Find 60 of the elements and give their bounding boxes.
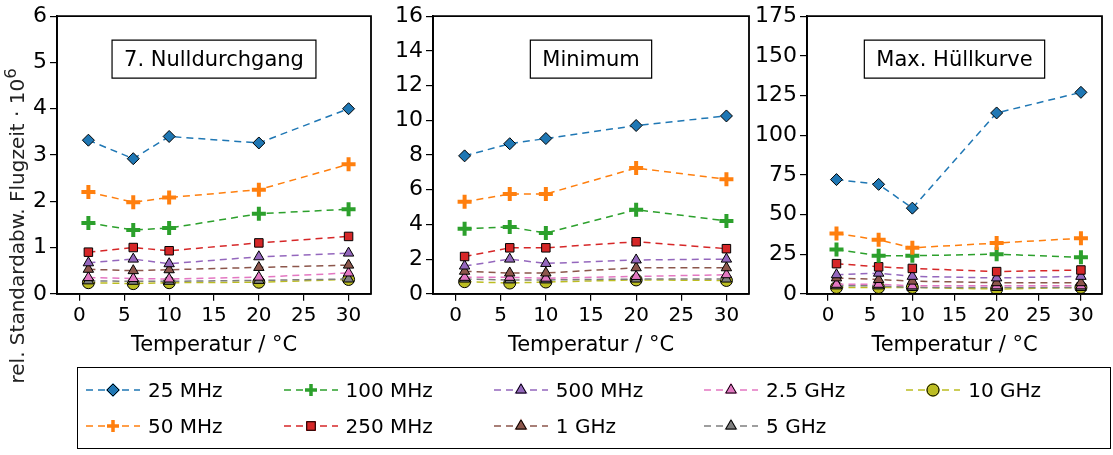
y-tick-label: 2 bbox=[33, 186, 47, 212]
x-tick-label: 30 bbox=[713, 302, 740, 326]
y-tick-label: 150 bbox=[754, 41, 797, 67]
y-tick-label: 100 bbox=[754, 120, 797, 146]
x-tick-label: 5 bbox=[863, 302, 877, 326]
y-tick-label: 12 bbox=[394, 71, 423, 97]
y-tick-label: 3 bbox=[33, 140, 47, 166]
legend-label: 5 GHz bbox=[766, 414, 827, 438]
legend-label: 1 GHz bbox=[555, 414, 616, 438]
x-tick-label: 15 bbox=[941, 302, 968, 326]
y-tick-label: 0 bbox=[782, 279, 797, 305]
x-tick-label: 25 bbox=[668, 302, 695, 326]
text: Max. Hüllkurve bbox=[876, 46, 1033, 71]
y-tick-label: 10 bbox=[394, 106, 423, 132]
x-tick-label: 25 bbox=[1026, 302, 1052, 326]
y-tick-label: 0 bbox=[33, 279, 47, 305]
legend-label: 2.5 GHz bbox=[766, 378, 846, 402]
legend-label: 500 MHz bbox=[555, 378, 644, 402]
y-tick-label: 4 bbox=[408, 210, 423, 236]
y-tick-label: 50 bbox=[768, 200, 797, 226]
legend-label: 50 MHz bbox=[148, 414, 223, 438]
x-tick-label: 30 bbox=[1068, 302, 1094, 326]
y-tick-label: 4 bbox=[33, 94, 47, 120]
x-axis-title: Temperatur / °C bbox=[506, 331, 675, 356]
x-tick-label: 30 bbox=[335, 302, 362, 326]
x-tick-label: 0 bbox=[73, 302, 86, 326]
x-tick-label: 0 bbox=[821, 302, 835, 326]
x-tick-label: 15 bbox=[578, 302, 604, 326]
x-tick-label: 15 bbox=[201, 302, 227, 326]
legend-label: 250 MHz bbox=[345, 414, 433, 438]
x-tick-label: 5 bbox=[494, 302, 508, 326]
y-tick-label: 5 bbox=[33, 48, 47, 74]
legend-label: 100 MHz bbox=[345, 378, 433, 402]
y-tick-label: 16 bbox=[394, 1, 423, 27]
x-axis-title: Temperatur / °C bbox=[129, 331, 298, 356]
y-tick-label: 6 bbox=[408, 175, 423, 201]
x-tick-label: 10 bbox=[899, 302, 926, 326]
y-tick-label: 1 bbox=[33, 233, 47, 259]
x-axis-title: Temperatur / °C bbox=[870, 331, 1038, 356]
y-tick-label: 6 bbox=[33, 1, 47, 27]
x-tick-label: 25 bbox=[290, 302, 317, 326]
x-tick-label: 10 bbox=[156, 302, 182, 326]
y-tick-label: 75 bbox=[768, 160, 797, 186]
y-tick-label: 175 bbox=[754, 1, 797, 27]
text: Minimum bbox=[542, 46, 640, 71]
x-tick-label: 10 bbox=[533, 302, 559, 326]
y-tick-label: 125 bbox=[754, 81, 797, 107]
legend-label: 25 MHz bbox=[148, 378, 223, 402]
y-tick-label: 0 bbox=[408, 279, 423, 305]
x-tick-label: 20 bbox=[623, 302, 649, 326]
y-tick-label: 2 bbox=[408, 244, 423, 270]
x-tick-label: 5 bbox=[117, 302, 131, 326]
legend-label: 10 GHz bbox=[968, 378, 1042, 402]
y-tick-label: 14 bbox=[394, 36, 423, 62]
text: 7. Nulldurchgang bbox=[124, 46, 304, 71]
y-tick-label: 25 bbox=[768, 239, 797, 265]
y-tick-label: 8 bbox=[408, 140, 423, 166]
x-tick-label: 20 bbox=[246, 302, 272, 326]
x-tick-label: 0 bbox=[449, 302, 462, 326]
x-tick-label: 20 bbox=[983, 302, 1010, 326]
